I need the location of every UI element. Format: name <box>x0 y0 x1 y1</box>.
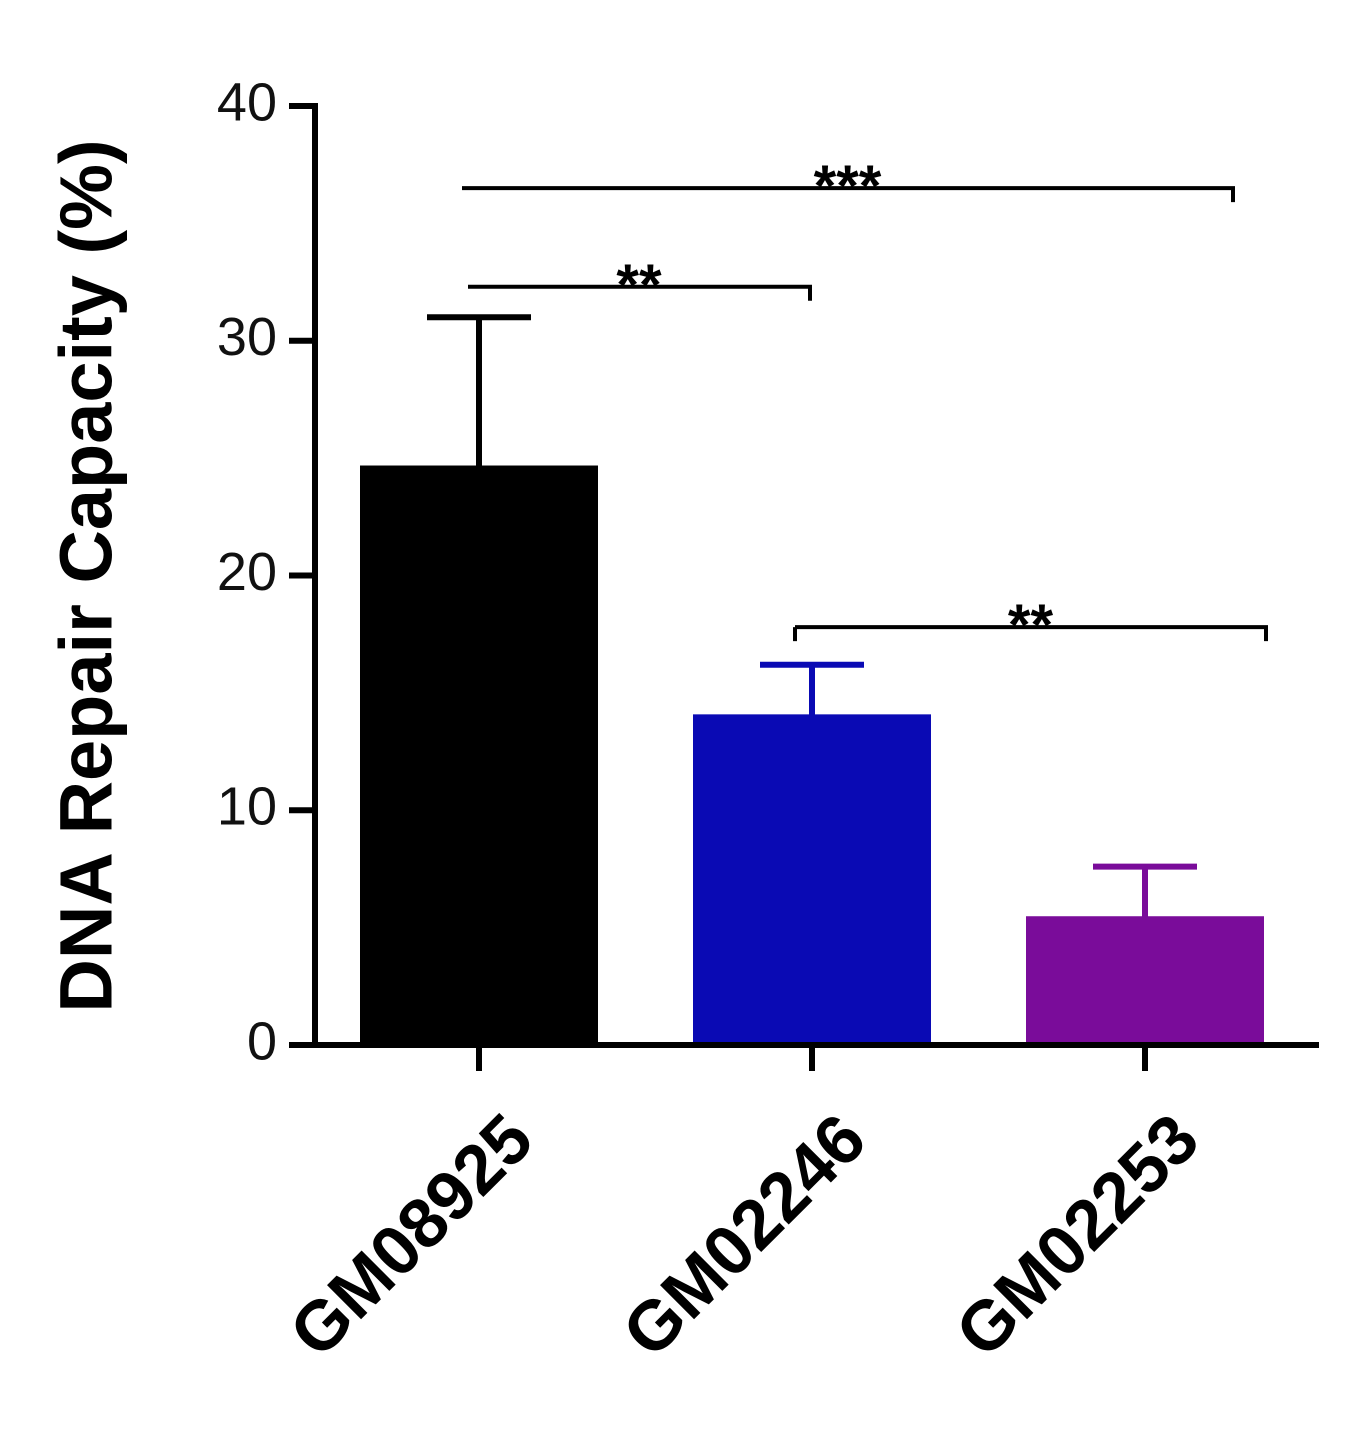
error-bar-GM02253 <box>1093 863 1197 919</box>
bracket-line <box>462 186 1235 203</box>
significance-label: *** <box>814 154 882 219</box>
y-axis-label: DNA Repair Capacity (%) <box>45 139 128 1012</box>
bar-GM02253 <box>1026 916 1264 1047</box>
y-tick-label: 10 <box>217 777 277 837</box>
significance-brackets: ******* <box>462 154 1268 658</box>
y-axis-ticks: 0 10 20 30 40 <box>217 72 315 1071</box>
bracket-line <box>795 625 1268 642</box>
bracket-line <box>468 284 812 301</box>
y-tick-label: 0 <box>247 1011 277 1071</box>
x-tick-label-GM08925: GM08925 <box>275 1099 548 1372</box>
axes <box>312 103 1319 1071</box>
significance-bracket: ** <box>468 253 812 318</box>
significance-bracket: ** <box>793 593 1268 658</box>
y-tick-label: 40 <box>217 72 277 132</box>
significance-bracket: *** <box>462 154 1235 219</box>
error-bar-GM08925 <box>427 314 531 468</box>
error-bar-GM02246 <box>760 661 864 717</box>
x-tick-label-GM02253: GM02253 <box>941 1099 1214 1372</box>
y-tick-label: 30 <box>217 307 277 367</box>
error-bars <box>427 314 1197 919</box>
x-axis-labels: GM08925 GM02246 GM02253 <box>275 1099 1214 1372</box>
bars <box>360 465 1264 1047</box>
bar-GM02246 <box>693 714 931 1047</box>
bar-GM08925 <box>360 465 598 1047</box>
y-tick-label: 20 <box>217 542 277 602</box>
significance-label: ** <box>616 253 662 318</box>
significance-label: ** <box>1008 593 1054 658</box>
x-tick-label-GM02246: GM02246 <box>608 1099 881 1372</box>
